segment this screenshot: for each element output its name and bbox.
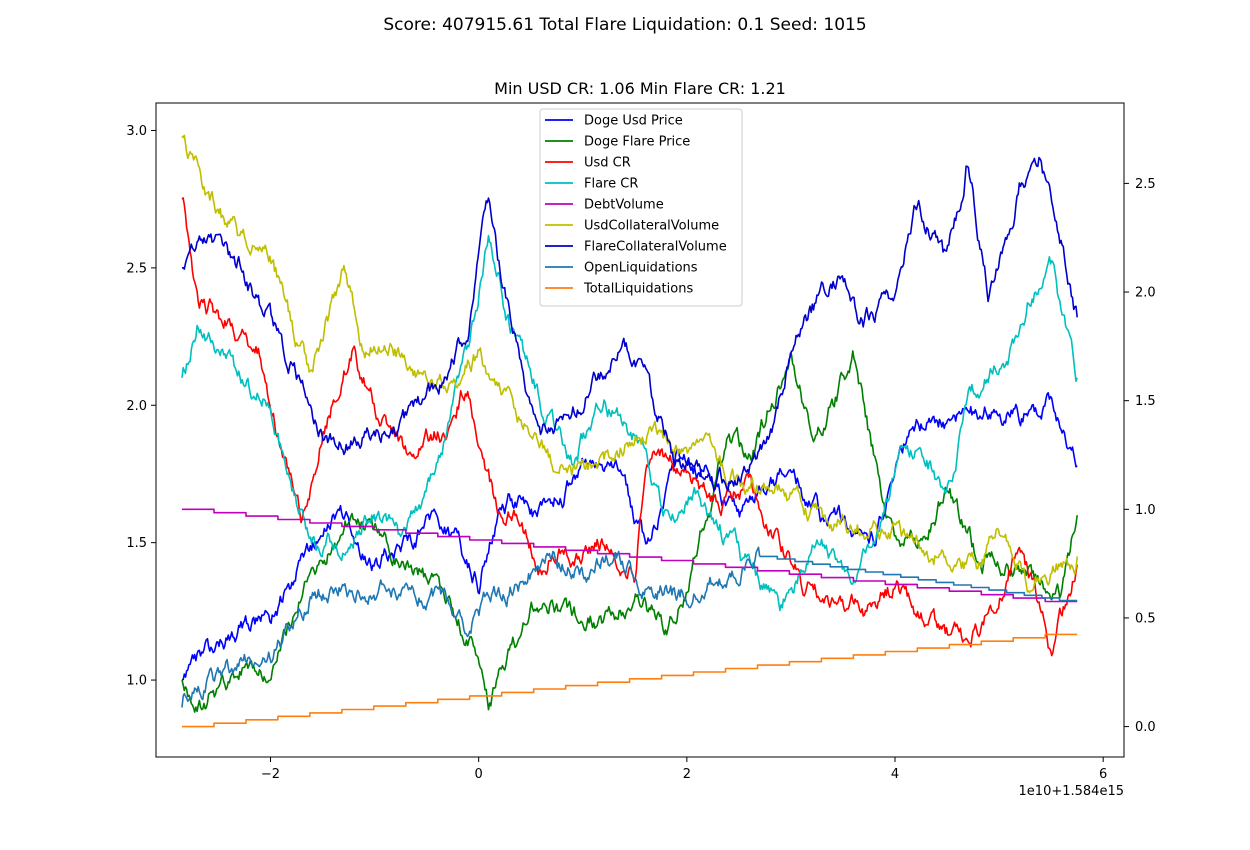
left-y-tick-label: 1.0 <box>126 674 147 689</box>
right-y-tick-label: 0.0 <box>1135 720 1156 735</box>
left-y-tick-label: 3.0 <box>126 124 147 139</box>
right-y-tick-label: 1.0 <box>1135 503 1156 518</box>
series-line-usdcollateralvolume <box>181 134 1078 594</box>
legend-box <box>539 108 743 307</box>
legend-label: UsdCollateralVolume <box>584 219 719 234</box>
legend-label: Doge Flare Price <box>584 135 690 150</box>
legend-label: OpenLiquidations <box>584 261 698 276</box>
legend-label: Usd CR <box>584 156 631 171</box>
series-line-flare-cr <box>181 234 1078 612</box>
right-y-tick-label: 0.5 <box>1135 611 1156 626</box>
right-y-tick-label: 2.0 <box>1135 286 1156 301</box>
series-line-flarecollateralvolume <box>181 156 1078 492</box>
legend-label: FlareCollateralVolume <box>584 240 727 255</box>
figure-suptitle: Score: 407915.61 Total Flare Liquidation… <box>383 15 866 35</box>
series-line-usd-cr <box>181 197 1078 657</box>
legend-label: Doge Usd Price <box>584 114 683 129</box>
series-line-debtvolume <box>182 508 1078 603</box>
series-line-doge-flare-price <box>181 350 1078 713</box>
legend-label: DebtVolume <box>584 198 664 213</box>
legend-label: TotalLiquidations <box>583 282 693 297</box>
series-line-openliquidations-step <box>759 555 1078 602</box>
series-line-totalliquidations <box>182 633 1078 728</box>
x-tick-label: 0 <box>475 767 483 782</box>
axis-layer: −2 0 2 4 6 1.0 1.5 2.0 2.5 3.0 0.0 0.5 1.0 1.5 2.0 2.5 <box>126 124 1155 782</box>
x-tick-label: 2 <box>683 767 691 782</box>
series-layer <box>181 134 1078 728</box>
plot-frame <box>155 102 1125 758</box>
legend: Doge Usd Price Doge Flare Price Usd CR Flar… <box>539 108 743 307</box>
left-y-tick-label: 2.5 <box>126 261 147 276</box>
legend-label: Flare CR <box>584 177 638 192</box>
left-y-tick-label: 2.0 <box>126 399 147 414</box>
x-offset-label: 1e10+1.584e15 <box>1019 784 1124 799</box>
right-y-tick-label: 2.5 <box>1135 177 1156 192</box>
right-y-tick-label: 1.5 <box>1135 394 1156 409</box>
left-y-tick-label: 1.5 <box>126 536 147 551</box>
chart-title: Min USD CR: 1.06 Min Flare CR: 1.21 <box>494 79 786 98</box>
x-tick-label: −2 <box>261 767 280 782</box>
x-tick-label: 4 <box>891 767 899 782</box>
series-line-openliquidations <box>181 546 761 708</box>
x-tick-label: 6 <box>1099 767 1107 782</box>
